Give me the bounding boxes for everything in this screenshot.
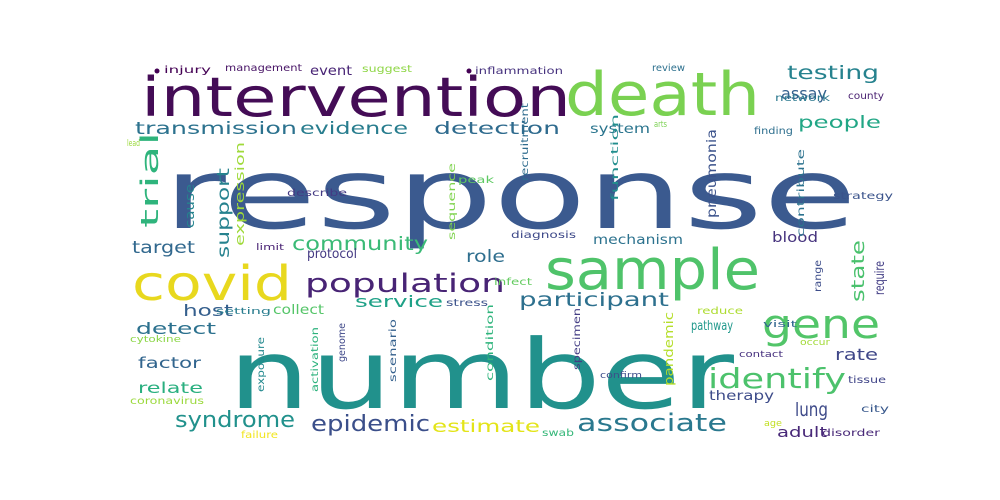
word-detection: detection: [434, 119, 560, 139]
word-people: people: [798, 113, 881, 133]
word-cause: cause: [183, 184, 197, 228]
word-diagnosis: diagnosis: [511, 230, 576, 241]
word-host: host: [183, 301, 233, 320]
word-genome: genome: [337, 323, 348, 362]
word-cytokine: cytokine: [130, 335, 182, 345]
word-mechanism: mechanism: [593, 233, 683, 248]
word-pneumonia: pneumonia: [705, 129, 720, 218]
word-community: community: [292, 233, 428, 255]
word-inflammation: inflammation: [475, 66, 563, 77]
word-pandemic: pandemic: [662, 312, 676, 386]
word-sequence: sequence: [447, 163, 458, 240]
word-number: number: [228, 319, 735, 431]
word-identify: identify: [708, 362, 846, 395]
word-support: support: [214, 168, 234, 258]
word-setting: setting: [216, 307, 271, 317]
word-review: review: [652, 63, 685, 74]
word-disorder: disorder: [822, 428, 881, 439]
word-intervention: intervention: [141, 66, 571, 129]
word-target: target: [132, 238, 195, 258]
word-require: require: [873, 261, 888, 295]
word-sample: sample: [545, 238, 760, 303]
word-activation: activation: [310, 327, 321, 392]
word-response: response: [163, 138, 857, 252]
word-covid: covid: [132, 256, 292, 312]
word-service: service: [355, 292, 443, 311]
word-function: function: [610, 114, 621, 201]
word-population: population: [305, 269, 505, 299]
word-contribute: contribute: [796, 149, 807, 237]
word-relate: relate: [138, 379, 203, 397]
word-transmission: transmission: [135, 119, 297, 139]
word-lead: lead: [127, 139, 140, 149]
word-trial: trial: [136, 132, 164, 228]
word-estimate: estimate: [432, 417, 540, 437]
word-system: system: [590, 122, 650, 137]
word-lung: lung: [795, 399, 828, 421]
word-confirm: confirm: [600, 371, 642, 381]
word-recruitment: recruitment: [520, 103, 531, 181]
word-death: death: [565, 60, 760, 130]
word-failure: failure: [241, 430, 278, 441]
word-swab: swab: [542, 428, 574, 439]
word-describe: describe: [287, 188, 347, 199]
word-coronavirus: coronavirus: [130, 396, 204, 407]
word-collect: collect: [273, 303, 324, 318]
word-role: role: [466, 247, 505, 267]
word-event: event: [310, 64, 352, 79]
word-age: age: [764, 419, 782, 429]
word-limit: limit: [256, 243, 285, 253]
word-peak: peak: [458, 175, 494, 186]
word-contact: contact: [739, 350, 784, 360]
word-management: management: [225, 63, 302, 74]
speck-left: [154, 68, 160, 74]
word-finding: finding: [754, 126, 793, 137]
word-injury: injury: [164, 65, 211, 76]
word-associate: associate: [577, 409, 727, 437]
word-occur: occur: [800, 338, 830, 348]
word-reduce: reduce: [697, 306, 743, 317]
word-blood: blood: [772, 230, 818, 246]
word-exposure: exposure: [256, 337, 267, 392]
word-stress: stress: [446, 298, 488, 309]
word-arts: arts: [654, 120, 667, 130]
word-city: city: [861, 404, 889, 415]
word-adult: adult: [777, 425, 828, 441]
speck-center: [466, 68, 472, 74]
word-participant: participant: [519, 289, 669, 311]
word-pathway: pathway: [691, 319, 733, 334]
word-detect: detect: [136, 319, 216, 338]
word-state: state: [848, 240, 869, 302]
word-county: county: [848, 91, 884, 102]
word-expression: expression: [233, 142, 247, 246]
word-therapy: therapy: [709, 389, 774, 404]
word-suggest: suggest: [362, 64, 412, 75]
word-protocol: protocol: [307, 247, 357, 262]
word-syndrome: syndrome: [175, 408, 295, 433]
word-rate: rate: [835, 345, 878, 364]
word-infect: infect: [494, 277, 532, 288]
word-condition: condition: [485, 304, 496, 381]
word-epidemic: epidemic: [311, 412, 430, 437]
word-scenario: scenario: [388, 319, 399, 382]
word-strategy: strategy: [833, 191, 893, 202]
word-factor: factor: [138, 354, 202, 372]
word-network: network: [775, 93, 830, 104]
word-tissue: tissue: [848, 375, 886, 386]
word-gene: gene: [762, 302, 880, 348]
word-range: range: [813, 260, 824, 292]
word-assay: assay: [781, 84, 827, 103]
word-visit: visit: [763, 320, 798, 330]
word-evidence: evidence: [300, 119, 408, 139]
word-testing: testing: [787, 62, 879, 84]
word-specimen: specimen: [572, 308, 583, 370]
